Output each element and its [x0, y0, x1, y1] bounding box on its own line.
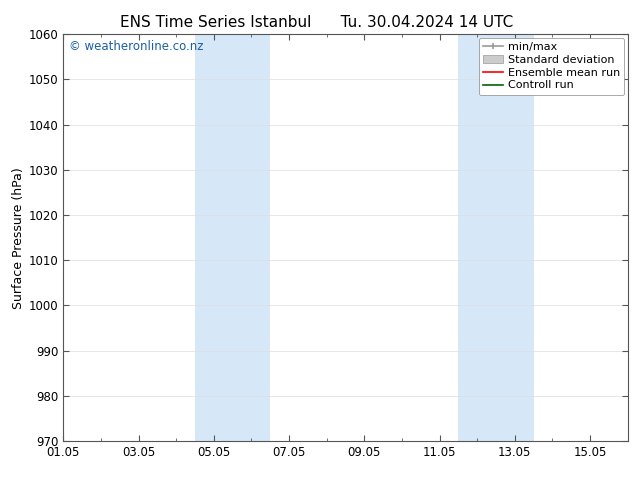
Y-axis label: Surface Pressure (hPa): Surface Pressure (hPa) — [11, 167, 25, 309]
Legend: min/max, Standard deviation, Ensemble mean run, Controll run: min/max, Standard deviation, Ensemble me… — [479, 38, 624, 95]
Bar — [195, 34, 270, 441]
Bar — [458, 34, 534, 441]
Text: © weatheronline.co.nz: © weatheronline.co.nz — [69, 40, 204, 53]
Text: ENS Time Series Istanbul      Tu. 30.04.2024 14 UTC: ENS Time Series Istanbul Tu. 30.04.2024 … — [120, 15, 514, 30]
